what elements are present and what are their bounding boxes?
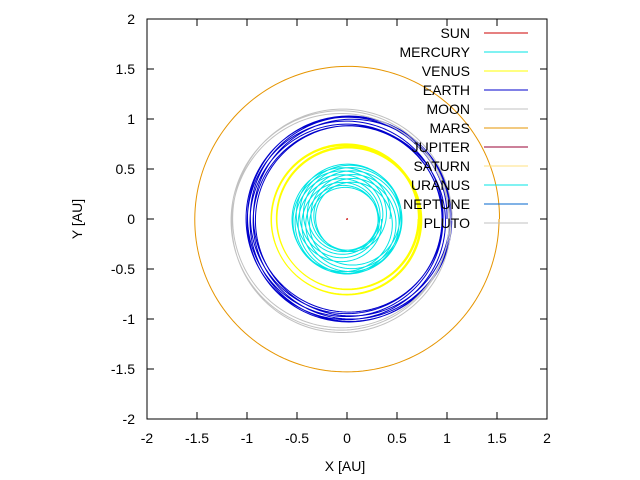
legend-label-mercury: MERCURY — [399, 44, 470, 60]
orbit-lines — [194, 65, 500, 373]
x-tick-label: -1.5 — [185, 430, 209, 446]
series-mars-orbit — [194, 65, 500, 373]
legend-label-venus: VENUS — [422, 63, 470, 79]
x-axis-title: X [AU] — [325, 458, 365, 474]
series-mercury-orbit — [291, 163, 403, 275]
legend: SUN MERCURY VENUS EARTH MOON MARS JUPITER SATUR… — [399, 25, 528, 231]
legend-label-earth: EARTH — [423, 82, 470, 98]
y-tick-label: -2 — [123, 411, 136, 427]
x-tick-label: 2 — [543, 430, 551, 446]
x-tick-labels: -2 -1.5 -1 -0.5 0 0.5 1 1.5 2 — [141, 430, 551, 446]
y-tick-label: 1 — [127, 111, 135, 127]
x-tick-label: -2 — [141, 430, 154, 446]
y-tick-label: -1 — [123, 311, 136, 327]
y-tick-labels: -2 -1.5 -1 -0.5 0 0.5 1 1.5 2 — [111, 11, 135, 427]
y-tick-label: 1.5 — [116, 61, 136, 77]
y-tick-label: -0.5 — [111, 261, 135, 277]
legend-label-jupiter: JUPITER — [412, 139, 470, 155]
series-sun-orbit — [346, 218, 349, 220]
legend-label-moon: MOON — [426, 101, 470, 117]
x-tick-label: 1.5 — [487, 430, 507, 446]
x-tick-label: 0.5 — [387, 430, 407, 446]
x-tick-label: 0 — [343, 430, 351, 446]
y-tick-label: 0 — [127, 211, 135, 227]
legend-label-mars: MARS — [430, 120, 470, 136]
axis-ticks — [146, 18, 548, 420]
series-venus-orbit — [270, 143, 423, 296]
legend-label-uranus: URANUS — [411, 177, 470, 193]
x-tick-label: 1 — [443, 430, 451, 446]
legend-label-sun: SUN — [440, 25, 470, 41]
x-tick-label: -0.5 — [285, 430, 309, 446]
y-tick-label: -1.5 — [111, 361, 135, 377]
y-tick-label: 2 — [127, 11, 135, 27]
legend-label-pluto: PLUTO — [424, 215, 471, 231]
legend-label-neptune: NEPTUNE — [403, 196, 470, 212]
y-axis-title: Y [AU] — [69, 199, 85, 239]
y-tick-label: 0.5 — [116, 161, 136, 177]
series-moon-orbit — [230, 108, 453, 333]
x-tick-label: -1 — [241, 430, 254, 446]
legend-label-saturn: SATURN — [413, 158, 470, 174]
